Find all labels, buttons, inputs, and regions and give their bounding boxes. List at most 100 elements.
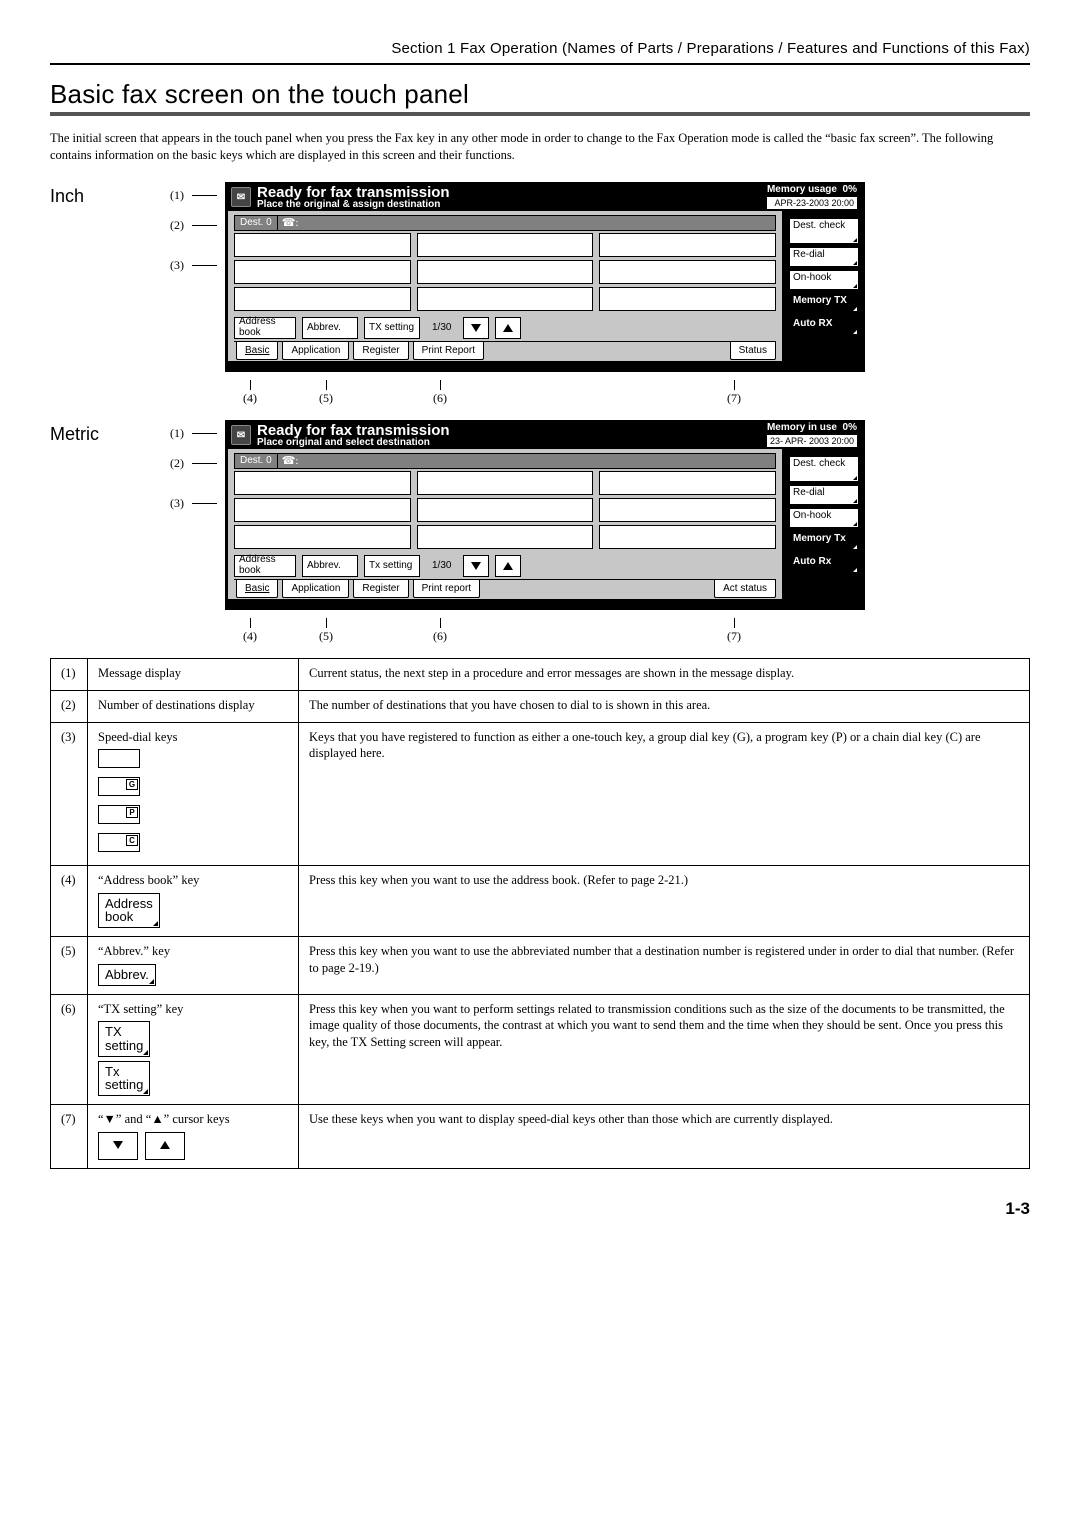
row-number: (3): [51, 722, 88, 865]
ready-subtitle: Place original and select destination: [257, 437, 763, 448]
abbrev-button[interactable]: Abbrev.: [302, 555, 358, 577]
speed-dial-slot[interactable]: [599, 498, 776, 522]
tabs-row: Basic Application Register Print Report …: [234, 341, 776, 360]
dest-count-label: Dest. 0: [234, 215, 277, 231]
callouts-inch: (1) (2) (3): [170, 182, 225, 372]
tab-application[interactable]: Application: [282, 580, 349, 598]
speed-dial-slot[interactable]: [417, 260, 594, 284]
row-name: Message display: [88, 658, 299, 690]
table-row: (5) “Abbrev.” key Abbrev. Press this key…: [51, 937, 1030, 995]
redial-button[interactable]: Re-dial: [789, 247, 859, 267]
speed-dial-slot[interactable]: [417, 471, 594, 495]
tx-setting-button[interactable]: TX setting: [364, 317, 420, 339]
dest-field[interactable]: ☎:: [277, 453, 776, 469]
speed-dial-slot[interactable]: [599, 233, 776, 257]
row-number: (2): [51, 690, 88, 722]
memory-tx-button[interactable]: Memory TX: [789, 293, 859, 313]
dest-check-button[interactable]: Dest. check: [789, 456, 859, 482]
panel-header: ✉ Ready for fax transmission Place the o…: [225, 182, 865, 210]
on-hook-button[interactable]: On-hook: [789, 508, 859, 528]
cursor-down-button[interactable]: [463, 555, 489, 577]
table-row: (4) “Address book” key Address book Pres…: [51, 865, 1030, 936]
row-desc: Press this key when you want to perform …: [299, 994, 1030, 1104]
blank-key-icon: [98, 749, 140, 768]
panel-header: ✉ Ready for fax transmission Place origi…: [225, 420, 865, 448]
panel-label-metric: Metric: [50, 420, 170, 610]
tab-basic[interactable]: Basic: [236, 342, 278, 360]
speed-dial-slot[interactable]: [234, 471, 411, 495]
program-key-icon: P: [98, 805, 140, 824]
timestamp: APR-23-2003 20:00: [767, 197, 857, 209]
speed-dial-slot[interactable]: [234, 525, 411, 549]
tab-application[interactable]: Application: [282, 342, 349, 360]
tab-register[interactable]: Register: [353, 342, 408, 360]
row-desc: Press this key when you want to use the …: [299, 937, 1030, 995]
chain-key-icon: C: [98, 833, 140, 852]
memory-tx-button[interactable]: Memory Tx: [789, 531, 859, 551]
memory-usage-label: Memory in use 0%: [767, 422, 857, 433]
speed-dial-slot[interactable]: [599, 525, 776, 549]
speed-dial-slot[interactable]: [417, 233, 594, 257]
status-tab[interactable]: Status: [730, 342, 776, 360]
speed-dial-slot[interactable]: [599, 471, 776, 495]
fax-mode-icon: ✉: [231, 425, 251, 445]
abbrev-key-sample: Abbrev.: [98, 964, 156, 986]
chevron-down-icon: [113, 1141, 123, 1149]
tx-setting-key-sample-inch: TX setting: [98, 1021, 150, 1056]
row-number: (6): [51, 994, 88, 1104]
dest-bar: Dest. 0 ☎:: [234, 453, 776, 469]
ready-subtitle: Place the original & assign destination: [257, 199, 763, 210]
row-name: “Address book” key Address book: [88, 865, 299, 936]
chevron-up-icon: [160, 1141, 170, 1149]
redial-button[interactable]: Re-dial: [789, 485, 859, 505]
speed-dial-slot[interactable]: [234, 233, 411, 257]
running-head: Section 1 Fax Operation (Names of Parts …: [50, 40, 1030, 65]
speed-dial-slot[interactable]: [417, 498, 594, 522]
cursor-down-key-sample: [98, 1132, 138, 1160]
panel-row-metric: Metric (1) (2) (3) ✉ Ready for fax trans…: [50, 420, 1030, 610]
row-desc: Press this key when you want to use the …: [299, 865, 1030, 936]
panel-row-inch: Inch (1) (2) (3) ✉ Ready for fax transmi…: [50, 182, 1030, 372]
tab-print-report[interactable]: Print Report: [413, 342, 484, 360]
tab-basic[interactable]: Basic: [236, 580, 278, 598]
auto-rx-button[interactable]: Auto Rx: [789, 554, 859, 574]
dest-bar: Dest. 0 ☎:: [234, 215, 776, 231]
tabs-row: Basic Application Register Print report …: [234, 579, 776, 598]
row-name: Number of destinations display: [88, 690, 299, 722]
cursor-up-button[interactable]: [495, 317, 521, 339]
cursor-up-button[interactable]: [495, 555, 521, 577]
on-hook-button[interactable]: On-hook: [789, 270, 859, 290]
dest-field[interactable]: ☎:: [277, 215, 776, 231]
row-name: “TX setting” key TX setting Tx setting: [88, 994, 299, 1104]
status-tab[interactable]: Act status: [714, 580, 776, 598]
tab-print-report[interactable]: Print report: [413, 580, 480, 598]
speed-dial-slot[interactable]: [417, 525, 594, 549]
chevron-up-icon: [503, 324, 513, 332]
under-callouts-inch: (4) (5) (6) (7): [225, 380, 1030, 406]
row-desc: Keys that you have registered to functio…: [299, 722, 1030, 865]
address-book-button[interactable]: Address book: [234, 317, 296, 339]
speed-dial-slot[interactable]: [234, 287, 411, 311]
address-book-button[interactable]: Address book: [234, 555, 296, 577]
row-desc: Use these keys when you want to display …: [299, 1104, 1030, 1168]
speed-dial-slot[interactable]: [234, 498, 411, 522]
fax-mode-icon: ✉: [231, 187, 251, 207]
under-callouts-metric: (4) (5) (6) (7): [225, 618, 1030, 644]
speed-dial-slot[interactable]: [417, 287, 594, 311]
dest-check-button[interactable]: Dest. check: [789, 218, 859, 244]
cursor-down-button[interactable]: [463, 317, 489, 339]
speed-dial-slot[interactable]: [599, 287, 776, 311]
cursor-up-key-sample: [145, 1132, 185, 1160]
group-key-icon: G: [98, 777, 140, 796]
table-row: (7) “▼” and “▲” cursor keys Use these ke…: [51, 1104, 1030, 1168]
abbrev-button[interactable]: Abbrev.: [302, 317, 358, 339]
page-indicator: 1/30: [426, 317, 457, 339]
speed-dial-slot[interactable]: [599, 260, 776, 284]
auto-rx-button[interactable]: Auto RX: [789, 316, 859, 336]
row-name: “Abbrev.” key Abbrev.: [88, 937, 299, 995]
tx-setting-button[interactable]: Tx setting: [364, 555, 420, 577]
table-row: (1) Message display Current status, the …: [51, 658, 1030, 690]
table-row: (6) “TX setting” key TX setting Tx setti…: [51, 994, 1030, 1104]
speed-dial-slot[interactable]: [234, 260, 411, 284]
tab-register[interactable]: Register: [353, 580, 408, 598]
